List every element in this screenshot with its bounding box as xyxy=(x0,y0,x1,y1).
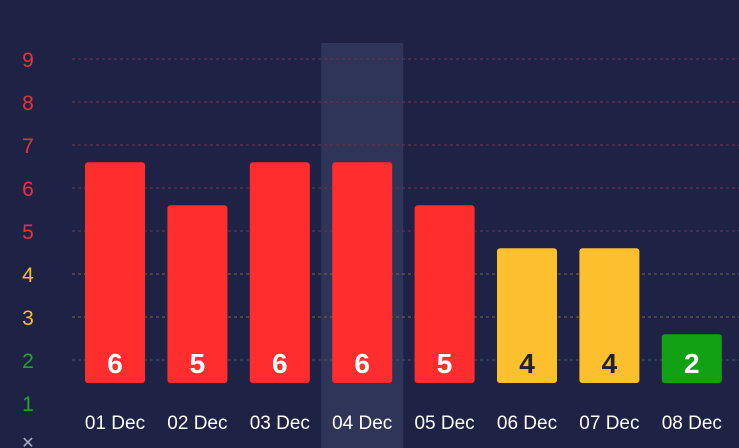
y-tick-label: 9 xyxy=(22,49,34,72)
y-tick-label: 7 xyxy=(22,135,34,158)
x-tick-label: 04 Dec xyxy=(332,413,392,434)
bar-value-label: 4 xyxy=(519,348,535,379)
x-tick-label: 01 Dec xyxy=(85,413,145,434)
bar-value-label: 5 xyxy=(437,348,453,379)
bar xyxy=(414,205,475,383)
bar-value-label: 5 xyxy=(190,348,206,379)
bar xyxy=(85,162,145,383)
bar xyxy=(249,162,310,383)
bar-value-label: 6 xyxy=(272,348,288,379)
axis-close-icon: ✕ xyxy=(21,435,34,448)
bar xyxy=(497,248,557,383)
y-tick-label: 5 xyxy=(22,221,34,244)
y-tick-label: 1 xyxy=(22,393,34,416)
bar xyxy=(661,334,722,383)
x-tick-label: 03 Dec xyxy=(250,413,310,434)
y-tick-label: 4 xyxy=(22,264,34,287)
bar xyxy=(579,248,640,383)
x-tick-label: 07 Dec xyxy=(579,413,639,434)
y-tick-label: 6 xyxy=(22,178,34,201)
x-tick-label: 05 Dec xyxy=(414,413,474,434)
y-tick-label: 2 xyxy=(22,350,34,373)
bar-value-label: 6 xyxy=(354,348,370,379)
y-tick-label: 8 xyxy=(22,92,34,115)
bar-value-label: 4 xyxy=(602,348,618,379)
bar xyxy=(167,205,228,383)
x-tick-label: 06 Dec xyxy=(497,413,557,434)
x-tick-label: 08 Dec xyxy=(662,413,722,434)
bar-value-label: 6 xyxy=(107,348,123,379)
bar xyxy=(332,162,393,383)
x-tick-label: 02 Dec xyxy=(167,413,227,434)
bar-value-label: 2 xyxy=(684,348,700,379)
y-tick-label: 3 xyxy=(22,307,34,330)
